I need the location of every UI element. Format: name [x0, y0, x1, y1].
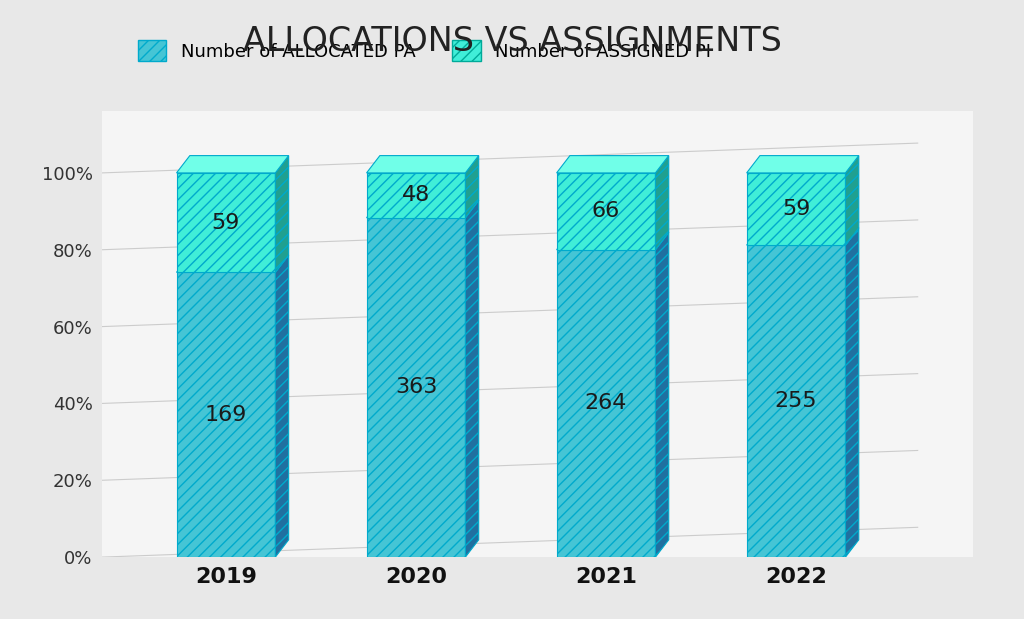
Text: 48: 48: [401, 185, 430, 206]
Text: ALLOCATIONS VS ASSIGNMENTS: ALLOCATIONS VS ASSIGNMENTS: [243, 25, 781, 58]
Bar: [746, 173, 846, 245]
Polygon shape: [465, 201, 478, 557]
Text: 363: 363: [395, 378, 437, 397]
Text: 59: 59: [782, 199, 810, 219]
Polygon shape: [846, 228, 859, 557]
Legend: Number of ALLOCATED PA, Number of ASSIGNED PI: Number of ALLOCATED PA, Number of ASSIGN…: [137, 40, 711, 61]
Bar: [557, 249, 655, 557]
Polygon shape: [846, 155, 859, 245]
Text: 255: 255: [775, 391, 817, 411]
Polygon shape: [275, 155, 289, 272]
Bar: [176, 173, 275, 272]
Text: 264: 264: [585, 394, 628, 413]
Polygon shape: [655, 233, 669, 557]
Text: 66: 66: [592, 201, 621, 222]
Polygon shape: [176, 255, 289, 272]
Polygon shape: [176, 155, 289, 173]
Text: 59: 59: [212, 212, 240, 233]
Bar: [176, 272, 275, 557]
Text: 169: 169: [205, 405, 247, 425]
Bar: [557, 173, 655, 249]
Polygon shape: [367, 155, 478, 173]
Polygon shape: [275, 255, 289, 557]
Polygon shape: [367, 201, 478, 218]
Polygon shape: [557, 233, 669, 249]
Bar: [367, 218, 465, 557]
Polygon shape: [655, 155, 669, 249]
Bar: [746, 245, 846, 557]
Polygon shape: [465, 155, 478, 218]
Polygon shape: [746, 228, 859, 245]
Polygon shape: [746, 155, 859, 173]
Polygon shape: [557, 155, 669, 173]
Bar: [367, 173, 465, 218]
